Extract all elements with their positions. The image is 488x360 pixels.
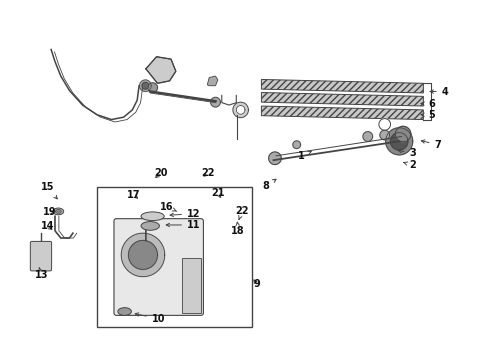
Polygon shape <box>390 132 407 150</box>
Text: 2: 2 <box>403 161 415 171</box>
FancyBboxPatch shape <box>114 219 203 315</box>
Polygon shape <box>362 132 372 141</box>
Polygon shape <box>121 233 164 277</box>
Text: 12: 12 <box>170 209 200 219</box>
Polygon shape <box>128 240 157 269</box>
Polygon shape <box>292 141 300 149</box>
Text: 4: 4 <box>429 86 447 96</box>
Text: 1: 1 <box>298 151 310 161</box>
Polygon shape <box>385 128 412 155</box>
Text: 17: 17 <box>126 189 140 199</box>
Text: 18: 18 <box>231 222 244 236</box>
Ellipse shape <box>55 210 61 213</box>
Text: 22: 22 <box>201 168 215 178</box>
Polygon shape <box>142 82 148 89</box>
Polygon shape <box>261 80 423 93</box>
Text: 8: 8 <box>262 179 275 191</box>
Polygon shape <box>379 130 389 140</box>
Text: 9: 9 <box>253 279 260 289</box>
Text: 11: 11 <box>166 220 200 230</box>
Polygon shape <box>236 105 244 114</box>
Text: 16: 16 <box>160 202 176 212</box>
Text: 3: 3 <box>397 148 415 158</box>
Text: 7: 7 <box>421 140 440 150</box>
Text: 13: 13 <box>35 267 48 280</box>
Polygon shape <box>210 97 220 107</box>
Ellipse shape <box>141 212 164 221</box>
Polygon shape <box>261 106 423 120</box>
Text: 10: 10 <box>135 313 165 324</box>
Text: 21: 21 <box>211 188 224 198</box>
Text: 5: 5 <box>420 110 434 120</box>
Polygon shape <box>147 83 157 93</box>
Text: 22: 22 <box>235 206 248 219</box>
Ellipse shape <box>53 208 63 215</box>
Text: 20: 20 <box>154 168 168 178</box>
Ellipse shape <box>118 308 131 315</box>
Text: 14: 14 <box>41 221 54 231</box>
FancyBboxPatch shape <box>30 242 52 271</box>
Bar <box>181 258 201 313</box>
Text: 19: 19 <box>43 207 57 217</box>
Polygon shape <box>268 152 281 165</box>
Text: 6: 6 <box>420 99 434 109</box>
Polygon shape <box>145 57 176 83</box>
Ellipse shape <box>141 221 159 230</box>
Polygon shape <box>261 93 423 106</box>
Polygon shape <box>378 118 390 130</box>
Bar <box>97 187 251 328</box>
Polygon shape <box>394 126 410 142</box>
Polygon shape <box>207 76 218 86</box>
Text: 15: 15 <box>41 182 57 199</box>
Polygon shape <box>139 80 151 91</box>
Polygon shape <box>232 102 248 118</box>
